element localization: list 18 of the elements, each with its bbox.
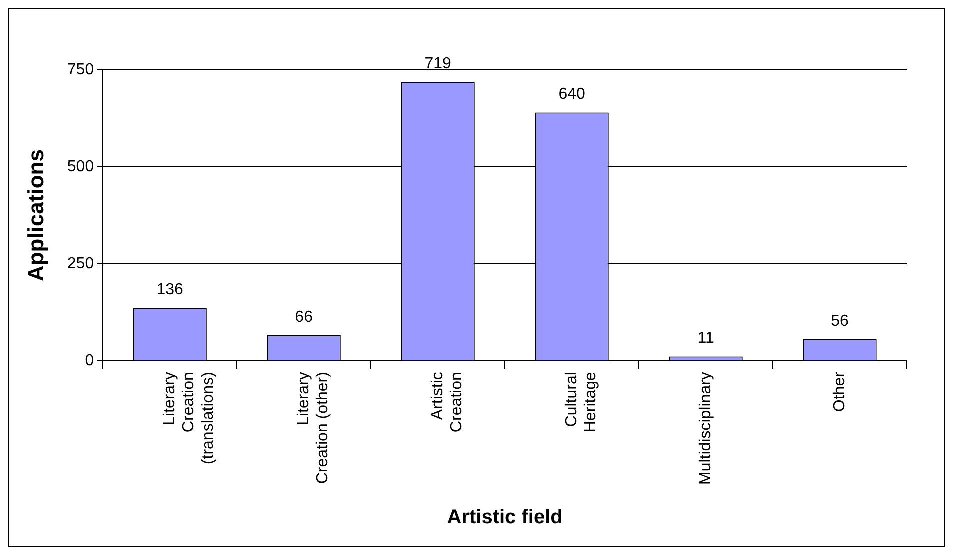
- y-tick-label: 0: [85, 352, 94, 370]
- y-tick-label: 500: [67, 158, 94, 176]
- y-axis-title: Applications: [23, 150, 48, 282]
- data-label: 56: [831, 312, 850, 330]
- data-label: 136: [156, 282, 184, 299]
- data-label: 640: [558, 86, 586, 104]
- x-axis-title: Artistic field: [447, 506, 563, 529]
- x-tick-label: Literary Creation (translations): [161, 372, 217, 465]
- x-tick-label: Multidisciplinary: [697, 372, 714, 485]
- x-tick-label: Other: [831, 371, 848, 412]
- data-label: 66: [295, 308, 314, 326]
- x-tick-label: Literary Creation (other): [295, 372, 332, 484]
- data-label: 719: [424, 55, 452, 72]
- y-tick-label: 750: [67, 61, 94, 78]
- x-tick-label: Cultural Heritage: [563, 372, 600, 433]
- data-label: 11: [698, 330, 714, 348]
- x-tick-label: Artistic Creation: [429, 372, 466, 433]
- y-tick-label: 250: [67, 255, 94, 272]
